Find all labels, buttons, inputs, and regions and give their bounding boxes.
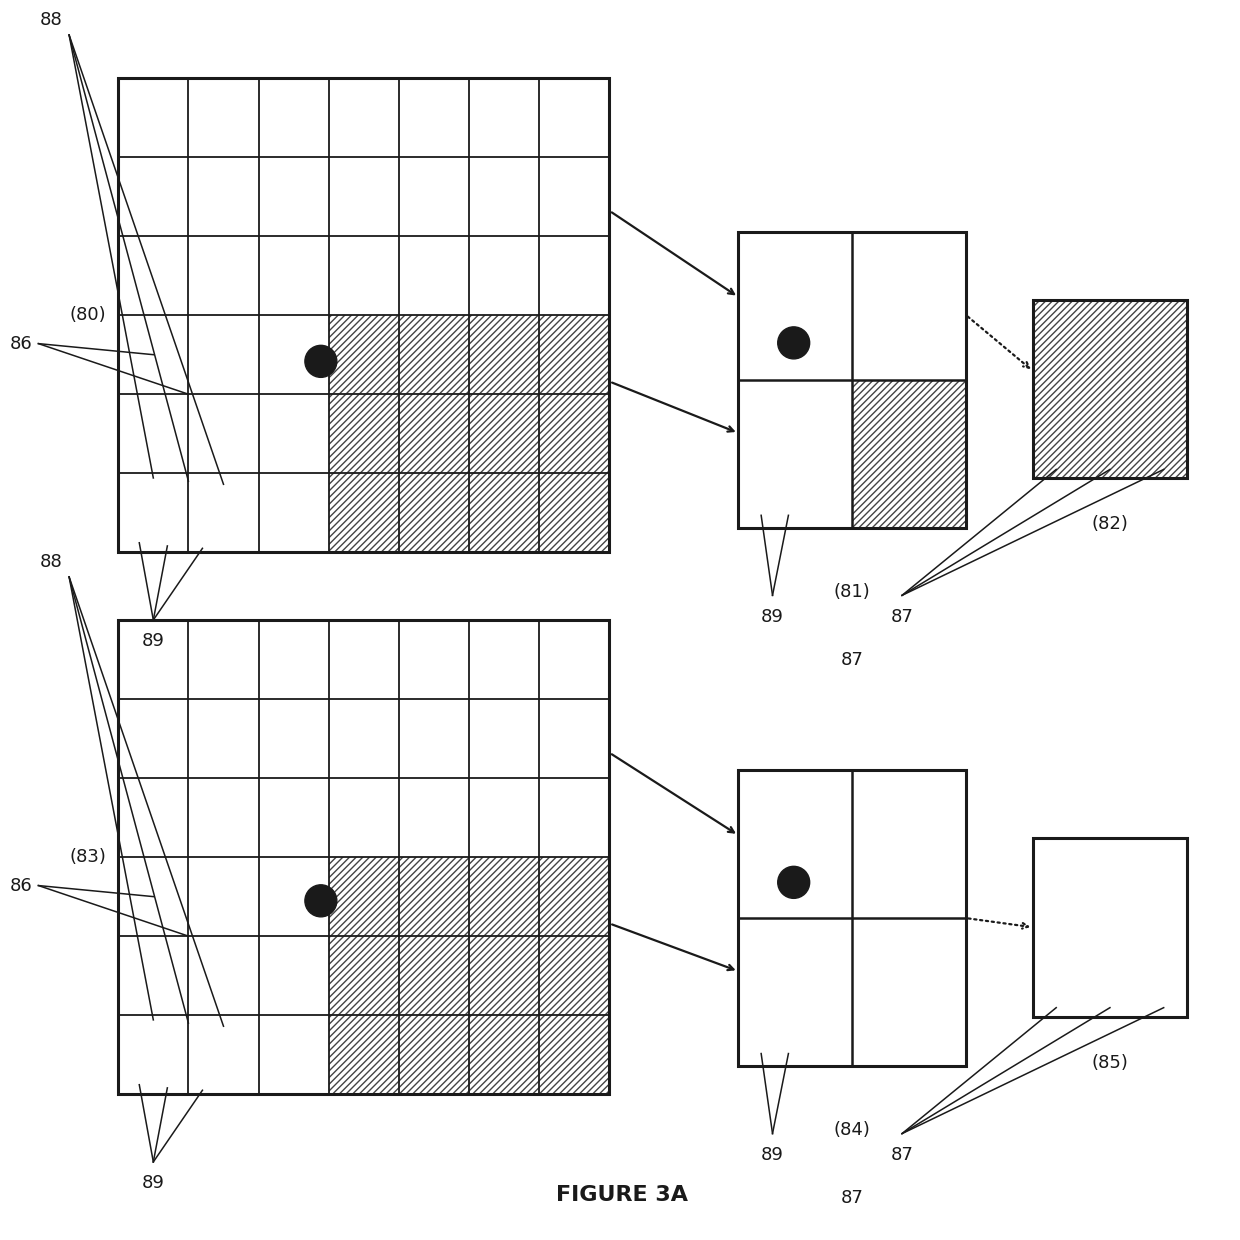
Bar xyxy=(1033,300,1187,479)
Circle shape xyxy=(305,885,337,916)
Bar xyxy=(852,379,966,528)
Bar xyxy=(739,770,966,1066)
Text: 87: 87 xyxy=(890,608,914,626)
Text: 89: 89 xyxy=(761,608,784,626)
Bar xyxy=(739,770,966,1066)
Bar xyxy=(118,620,610,1094)
Text: 89: 89 xyxy=(761,1146,784,1164)
Circle shape xyxy=(777,327,810,358)
Text: (85): (85) xyxy=(1091,1054,1128,1071)
Bar xyxy=(739,232,966,528)
Circle shape xyxy=(777,867,810,898)
Bar xyxy=(739,232,966,528)
Text: 86: 86 xyxy=(10,335,32,352)
Text: 87: 87 xyxy=(841,651,863,668)
Text: 88: 88 xyxy=(40,11,63,29)
Text: 89: 89 xyxy=(141,632,165,650)
Circle shape xyxy=(305,345,337,377)
Text: 89: 89 xyxy=(141,1174,165,1192)
Bar xyxy=(329,315,610,552)
Text: 87: 87 xyxy=(890,1146,914,1164)
Text: (82): (82) xyxy=(1091,516,1128,533)
Text: (83): (83) xyxy=(69,848,105,866)
Bar xyxy=(1033,300,1187,479)
Text: FIGURE 3A: FIGURE 3A xyxy=(556,1185,688,1205)
Bar xyxy=(1033,838,1187,1017)
Bar xyxy=(118,78,610,552)
Bar xyxy=(118,620,610,1094)
Bar xyxy=(329,857,610,1094)
Text: (80): (80) xyxy=(69,306,105,324)
Text: 88: 88 xyxy=(40,553,63,570)
Bar xyxy=(118,78,610,552)
Text: (84): (84) xyxy=(833,1121,870,1140)
Text: 86: 86 xyxy=(10,877,32,894)
Text: (81): (81) xyxy=(833,583,870,601)
Bar xyxy=(1033,838,1187,1017)
Text: 87: 87 xyxy=(841,1189,863,1207)
